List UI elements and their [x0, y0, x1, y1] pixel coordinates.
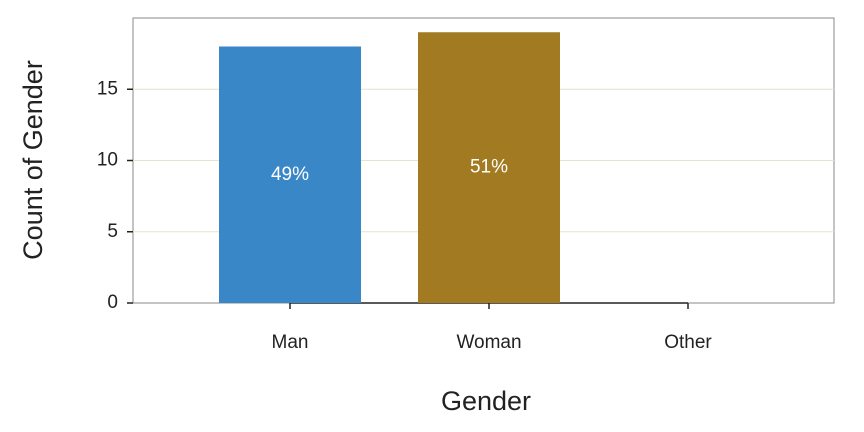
bar-share-label: 49% — [271, 164, 309, 185]
y-tick-label: 15 — [97, 78, 118, 99]
y-tick-label: 5 — [107, 221, 118, 242]
y-axis-label: Count of Gender — [18, 60, 48, 260]
bar — [219, 46, 361, 303]
x-axis-label: Gender — [441, 386, 531, 416]
bar — [418, 32, 560, 303]
y-tick-label: 0 — [107, 292, 118, 313]
bar-share-label: 51% — [470, 157, 508, 178]
x-tick-label: Other — [664, 332, 712, 353]
x-tick-label: Woman — [456, 332, 521, 353]
y-tick-label: 10 — [97, 150, 118, 171]
x-tick-label: Man — [272, 332, 309, 353]
